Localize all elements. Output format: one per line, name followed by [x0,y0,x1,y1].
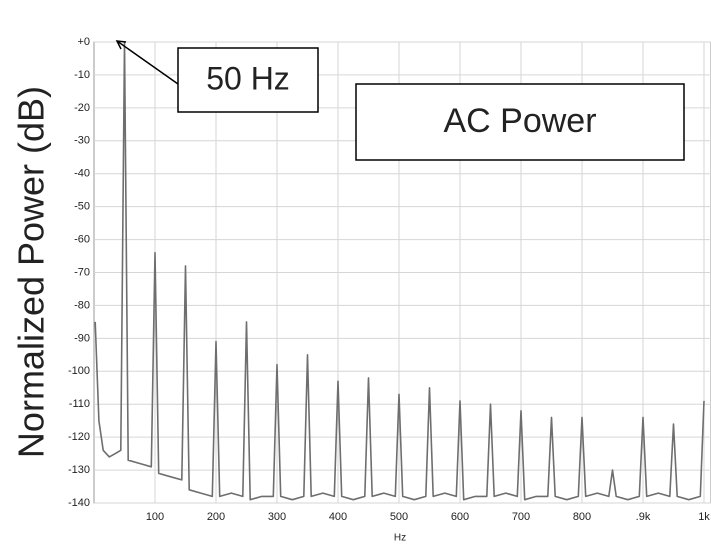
y-tick-label: -20 [74,102,90,114]
x-axis-label: Hz [394,533,406,544]
arrow-head [115,40,127,50]
y-tick-label: -140 [68,497,90,509]
y-tick-label: -90 [74,332,90,344]
x-tick-label: 200 [207,511,225,523]
y-tick-label: -80 [74,299,90,311]
ticks: +0 -10 -20 -30 -40 -50 -60 -70 -80 -90 -100 -110 -12… [68,36,710,523]
y-tick-label: +0 [77,36,90,48]
x-tick-label: 700 [512,511,530,523]
x-tick-label: 1k [698,511,710,523]
x-tick-label: 600 [451,511,469,523]
y-tick-label: -70 [74,266,90,278]
y-tick-label: -120 [68,431,90,443]
y-axis-label: Normalized Power (dB) [11,86,52,458]
x-tick-label: 300 [268,511,286,523]
y-tick-label: -130 [68,464,90,476]
y-tick-label: -40 [74,168,90,180]
annotation-arrow [116,40,179,85]
x-tick-label: .9k [636,511,651,523]
y-tick-label: -30 [74,135,90,147]
y-tick-label: -60 [74,233,90,245]
x-tick-label: 800 [573,511,591,523]
annotation: AC Power [443,102,596,140]
spectrum-line [94,41,705,501]
annotation-box [355,83,685,161]
x-tick-label: 400 [329,511,347,523]
y-tick-label: -110 [69,398,90,410]
annotation: 50 Hz [206,60,290,96]
y-tick-label: -100 [68,365,90,377]
x-tick-label: 100 [146,511,164,523]
x-tick-label: 500 [390,511,408,523]
lines [94,41,705,501]
y-tick-label: -50 [74,201,90,213]
annotation-box [177,47,319,113]
y-tick-label: -10 [74,69,90,81]
